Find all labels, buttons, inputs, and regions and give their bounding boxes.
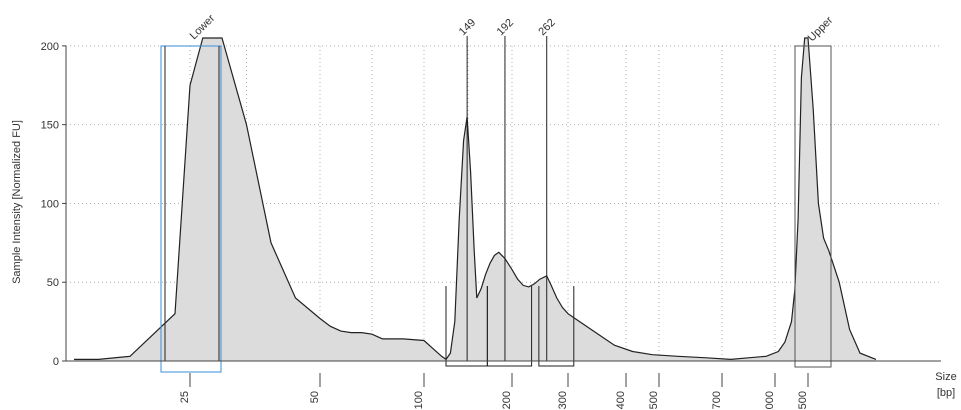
y-axis-title: Sample Intensity [Normalized FU] bbox=[11, 120, 23, 284]
region-layer bbox=[445, 286, 575, 367]
x-tick-label: 700 bbox=[711, 391, 723, 409]
lower-marker-box bbox=[160, 45, 222, 373]
y-tick-label: 0 bbox=[53, 356, 59, 368]
x-axis-title-unit: [bp] bbox=[937, 387, 955, 399]
x-tick-label: 500 bbox=[648, 391, 660, 409]
upper-marker-box bbox=[794, 45, 832, 368]
x-tick-label: 300 bbox=[557, 391, 569, 409]
x-tick-label: 25 bbox=[179, 391, 191, 403]
trace-area bbox=[74, 38, 876, 361]
y-tick-label: 150 bbox=[41, 120, 59, 132]
y-tick-layer: 0 50 100 150 200 bbox=[41, 41, 66, 368]
x-tick-label: 1000 bbox=[764, 391, 776, 410]
x-tick-label: 200 bbox=[501, 391, 513, 409]
x-tick-label: 400 bbox=[615, 391, 627, 409]
region-bracket-3 bbox=[538, 286, 575, 367]
y-tick-label: 200 bbox=[41, 41, 59, 53]
x-tick-label: 100 bbox=[413, 391, 425, 409]
x-tick-label: 50 bbox=[309, 391, 321, 403]
y-tick-label: 100 bbox=[41, 198, 59, 210]
x-axis-title-size: Size bbox=[935, 371, 956, 383]
x-tick-label: 1500 bbox=[797, 391, 809, 410]
y-tick-label: 50 bbox=[47, 277, 59, 289]
region-bracket-2 bbox=[486, 286, 533, 367]
x-tick-layer: 25 50 100 200 300 400 500 700 1000 1500 bbox=[179, 373, 809, 410]
